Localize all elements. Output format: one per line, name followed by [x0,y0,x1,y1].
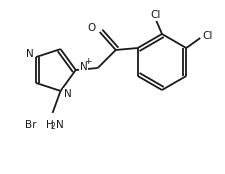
Text: O: O [88,23,96,33]
Text: 2: 2 [51,122,55,131]
Text: +: + [84,57,92,66]
Text: N: N [80,62,88,72]
Text: N: N [63,89,71,99]
Text: H: H [45,120,53,130]
Text: N: N [26,49,34,59]
Text: Cl: Cl [151,10,161,20]
Text: Br: Br [25,120,36,130]
Text: N: N [56,120,63,130]
Text: Cl: Cl [202,31,212,41]
